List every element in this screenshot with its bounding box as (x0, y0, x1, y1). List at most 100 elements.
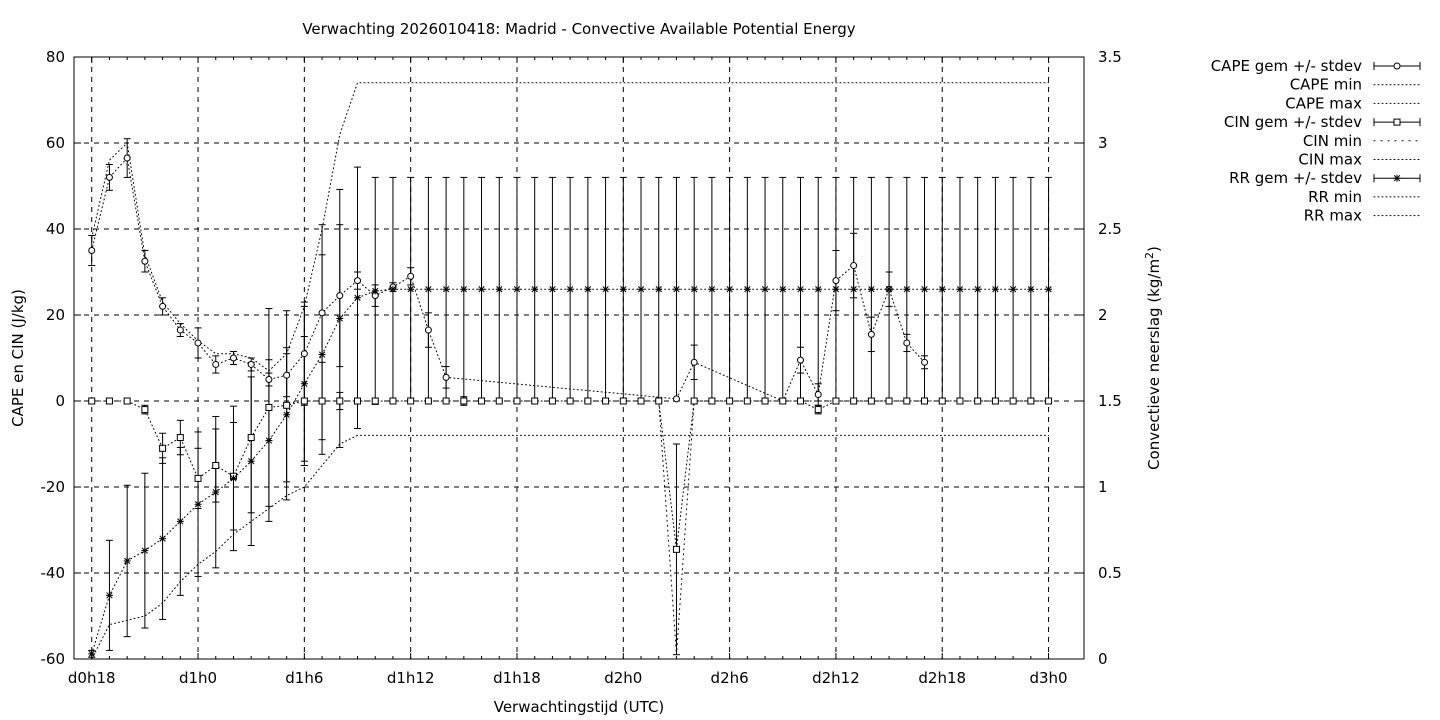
y2-tick-label: 1.5 (1098, 392, 1122, 410)
rr-gem-stdev-point (460, 285, 468, 293)
y-tick-label: 20 (46, 306, 65, 324)
legend-label: CIN min (1303, 132, 1362, 150)
cin-gem-stdev-point (619, 397, 627, 405)
cape-gem-stdev-point (194, 339, 202, 347)
cape-gem-stdev-point (265, 376, 273, 383)
cape-gem-stdev-point (212, 360, 220, 368)
cin-gem-stdev-point (141, 406, 149, 414)
rr-gem-stdev-point (229, 474, 237, 482)
cin-gem-stdev-point (159, 444, 167, 452)
cin-gem-stdev-point (584, 397, 592, 405)
cin-gem-stdev-point (602, 397, 610, 405)
cape-gem-stdev-point (123, 154, 131, 162)
cape-gem-stdev-point (105, 173, 113, 181)
y2-tick-label: 2.5 (1098, 220, 1122, 238)
cin-gem-stdev-point (176, 434, 184, 442)
cin-gem-stdev-point (354, 397, 362, 405)
rr-gem-stdev-point (1045, 285, 1053, 293)
cape-gem-stdev-point (229, 354, 237, 362)
cin-gem-stdev-point (938, 397, 946, 405)
rr-gem-stdev-point (389, 285, 397, 293)
rr-gem-stdev-point (88, 650, 96, 658)
cin-gem-stdev-point (548, 397, 556, 405)
cin-gem-stdev-point (371, 397, 379, 405)
cape-gem-stdev-point (690, 358, 698, 366)
cape-gem-stdev-point (424, 326, 432, 334)
cin-gem-stdev-point (796, 397, 804, 405)
legend-marker (1393, 118, 1401, 126)
y2-tick-label: 0 (1098, 650, 1108, 668)
y-tick-label: 80 (46, 48, 65, 66)
y2-tick-label: 1 (1098, 478, 1108, 496)
cin-gem-stdev-point (814, 406, 822, 414)
rr-gem-stdev-point (424, 285, 432, 293)
rr-gem-stdev-point (318, 351, 326, 359)
cin-gem-stdev-point (1009, 397, 1017, 405)
rr-gem-stdev-point (1027, 285, 1035, 293)
rr-gem-stdev-point (300, 380, 308, 388)
y-tick-label: -60 (41, 650, 66, 668)
cape-gem-stdev-point (672, 395, 680, 403)
legend-label: CIN max (1298, 151, 1362, 169)
cin-gem-stdev-point (974, 397, 982, 405)
y2-tick-label: 3.5 (1098, 48, 1122, 66)
y2-axis-label-end: ) (1145, 246, 1163, 252)
legend-label: CAPE min (1290, 76, 1362, 94)
x-tick-label: d2h12 (812, 669, 860, 687)
rr-gem-stdev-point (283, 411, 291, 419)
rr-gem-stdev-point (602, 285, 610, 293)
rr-gem-stdev-point (761, 285, 769, 293)
cin-gem-stdev-point (726, 397, 734, 405)
y2-tick-label: 2 (1098, 306, 1108, 324)
cin-gem-stdev-point (336, 397, 344, 405)
cin-gem-stdev-point (672, 545, 680, 553)
rr-gem-stdev-point (176, 517, 184, 525)
rr-gem-stdev-point (690, 285, 698, 293)
cape-gem-stdev-point (141, 257, 149, 265)
y2-axis-label: Convectieve neerslag (kg/m2) (1143, 246, 1163, 470)
rr-gem-stdev-point (566, 285, 574, 293)
cape-gem-stdev-point (832, 277, 840, 285)
chart-title: Verwachting 2026010418: Madrid - Convect… (302, 20, 855, 38)
cape-gem-stdev-point (247, 360, 255, 368)
legend-label: RR gem +/- stdev (1229, 169, 1362, 187)
rr-gem-stdev-point (974, 285, 982, 293)
cin-gem-stdev-point (123, 397, 131, 405)
cape-gem-stdev-point (176, 326, 184, 334)
cin-gem-stdev-point (424, 397, 432, 405)
x-tick-label: d0h18 (68, 669, 116, 687)
y2-axis-label-sup: 2 (1143, 252, 1156, 259)
cin-gem-stdev-point (478, 397, 486, 405)
cin-gem-stdev-point (690, 397, 698, 405)
x-tick-label: d3h0 (1029, 669, 1067, 687)
cin-gem-stdev-point (832, 397, 840, 405)
cin-gem-stdev-point (867, 397, 875, 405)
cin-gem-stdev-point (407, 397, 415, 405)
legend-label: CIN gem +/- stdev (1224, 113, 1362, 131)
rr-gem-stdev-point (478, 285, 486, 293)
cin-gem-stdev-point (761, 397, 769, 405)
grid-lines (74, 57, 1084, 659)
cin-gem-stdev-point (1045, 397, 1053, 405)
cin-gem-stdev-point (1027, 397, 1035, 405)
cape-gem-stdev-point (159, 302, 167, 310)
y-tick-label: 0 (55, 392, 65, 410)
cape-gem-stdev-point (867, 330, 875, 338)
cin-gem-stdev-point (655, 397, 663, 405)
rr-gem-stdev-point (867, 285, 875, 293)
rr-gem-stdev-point (212, 488, 220, 496)
cape-gem-stdev-point (850, 262, 858, 270)
cape-gem-stdev-point (336, 292, 344, 300)
cin-gem-stdev-point (956, 397, 964, 405)
cape-gem-stdev-point (814, 391, 822, 399)
cin-gem-stdev-point (531, 397, 539, 405)
rr-gem-stdev-point (371, 287, 379, 295)
rr-gem-stdev-point (495, 285, 503, 293)
cin-gem-stdev-point (885, 397, 893, 405)
x-tick-label: d2h0 (604, 669, 642, 687)
rr-gem-stdev-point (619, 285, 627, 293)
legend-label: RR min (1308, 188, 1362, 206)
cin-gem-stdev-point (300, 397, 308, 405)
legend-label: CAPE gem +/- stdev (1211, 57, 1362, 75)
